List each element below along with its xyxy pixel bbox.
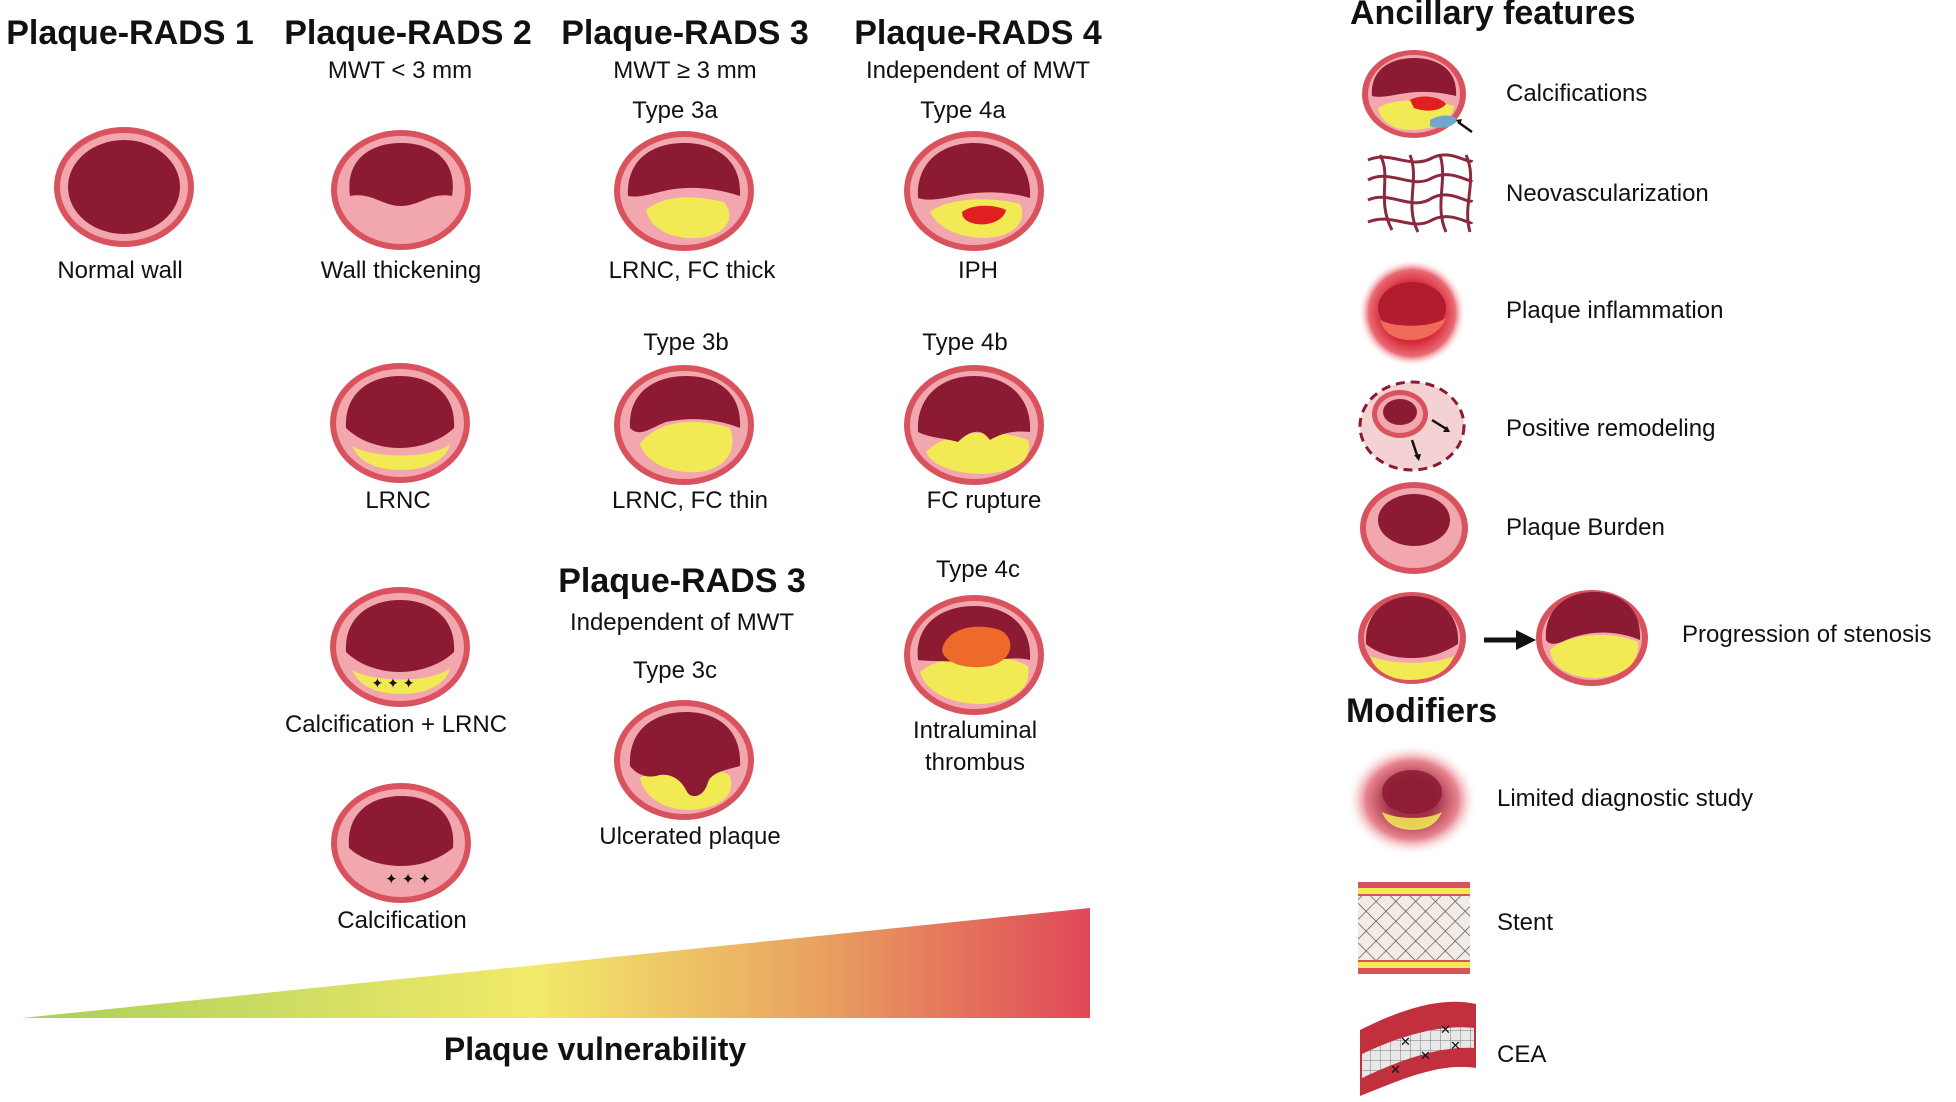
label-ulcerated: Ulcerated plaque	[599, 823, 780, 850]
section-3c-subtitle: Independent of MWT	[570, 609, 794, 636]
modifier-item-cea: CEA	[1497, 1041, 1546, 1068]
vessel-normal-wall	[54, 127, 194, 247]
column-title-1: Plaque-RADS 1	[6, 14, 254, 52]
vessel-ulcerated	[614, 700, 754, 820]
svg-text:✕: ✕	[1440, 1022, 1451, 1037]
plaque-inflammation-icon	[1358, 259, 1466, 367]
label-calcification: Calcification	[337, 907, 466, 934]
type-3a-label: Type 3a	[632, 97, 718, 124]
modifier-item-limited: Limited diagnostic study	[1497, 785, 1753, 812]
type-3c-label: Type 3c	[633, 657, 717, 684]
ancillary-item-positive-remodeling: Positive remodeling	[1506, 415, 1715, 442]
column-subtitle-3: MWT ≥ 3 mm	[613, 57, 756, 84]
limited-diagnostic-icon	[1346, 744, 1478, 856]
progression-arrow-icon	[1484, 630, 1536, 650]
calcifications-icon	[1362, 50, 1473, 138]
type-4a-label: Type 4a	[920, 97, 1006, 124]
column-subtitle-4: Independent of MWT	[866, 57, 1090, 84]
ancillary-item-calcifications: Calcifications	[1506, 80, 1647, 107]
ancillary-item-neovascularization: Neovascularization	[1506, 180, 1709, 207]
svg-text:✕: ✕	[1400, 1034, 1411, 1049]
svg-text:✕: ✕	[1390, 1062, 1401, 1077]
label-thrombus-line2: thrombus	[925, 749, 1025, 776]
svg-text:✕: ✕	[1420, 1048, 1431, 1063]
svg-text:✕: ✕	[1450, 1038, 1461, 1053]
svg-text:✦ ✦ ✦: ✦ ✦ ✦	[385, 871, 431, 888]
label-iph: IPH	[958, 257, 998, 284]
cea-icon: ✕ ✕ ✕ ✕ ✕	[1360, 1001, 1476, 1096]
ancillary-title: Ancillary features	[1350, 0, 1635, 32]
column-title-3: Plaque-RADS 3	[561, 14, 809, 52]
type-3b-label: Type 3b	[643, 329, 728, 356]
section-3c-title: Plaque-RADS 3	[558, 562, 806, 600]
modifiers-title: Modifiers	[1346, 692, 1497, 730]
progression-after-icon	[1536, 590, 1648, 686]
modifier-item-stent: Stent	[1497, 909, 1553, 936]
vessel-fc-thin	[614, 365, 754, 485]
vessel-lrnc	[330, 363, 470, 483]
type-4b-label: Type 4b	[922, 329, 1007, 356]
label-normal-wall: Normal wall	[57, 257, 182, 284]
vessel-fc-thick	[614, 131, 754, 251]
plaque-burden-icon	[1360, 482, 1468, 574]
type-4c-label: Type 4c	[936, 556, 1020, 583]
label-lrnc: LRNC	[365, 487, 430, 514]
vulnerability-title: Plaque vulnerability	[444, 1031, 747, 1067]
vessel-calcification-lrnc: ✦ ✦ ✦	[330, 587, 470, 707]
svg-text:✦ ✦ ✦: ✦ ✦ ✦	[372, 675, 415, 691]
vessel-wall-thickening	[331, 130, 471, 250]
label-wall-thickening: Wall thickening	[321, 257, 482, 284]
ancillary-item-plaque-burden: Plaque Burden	[1506, 514, 1665, 541]
label-fc-thin: LRNC, FC thin	[612, 487, 768, 514]
stent-icon	[1358, 882, 1470, 974]
label-fc-thick: LRNC, FC thick	[609, 257, 777, 284]
vulnerability-gradient	[22, 908, 1090, 1018]
label-calcification-lrnc: Calcification + LRNC	[285, 711, 507, 738]
ancillary-item-plaque-inflammation: Plaque inflammation	[1506, 297, 1723, 324]
progression-before-icon	[1358, 592, 1466, 684]
neovascularization-icon	[1367, 153, 1474, 233]
label-fc-rupture: FC rupture	[927, 487, 1042, 514]
column-title-4: Plaque-RADS 4	[854, 14, 1102, 52]
vessel-fc-rupture	[904, 365, 1044, 485]
vessel-iph	[904, 131, 1044, 251]
vessel-calcification: ✦ ✦ ✦	[331, 783, 471, 903]
positive-remodeling-icon	[1358, 380, 1466, 472]
label-thrombus-line1: Intraluminal	[913, 717, 1037, 744]
vessel-thrombus	[904, 595, 1044, 715]
column-subtitle-2: MWT < 3 mm	[328, 57, 472, 84]
ancillary-item-progression: Progression of stenosis	[1682, 621, 1931, 648]
column-title-2: Plaque-RADS 2	[284, 14, 532, 52]
